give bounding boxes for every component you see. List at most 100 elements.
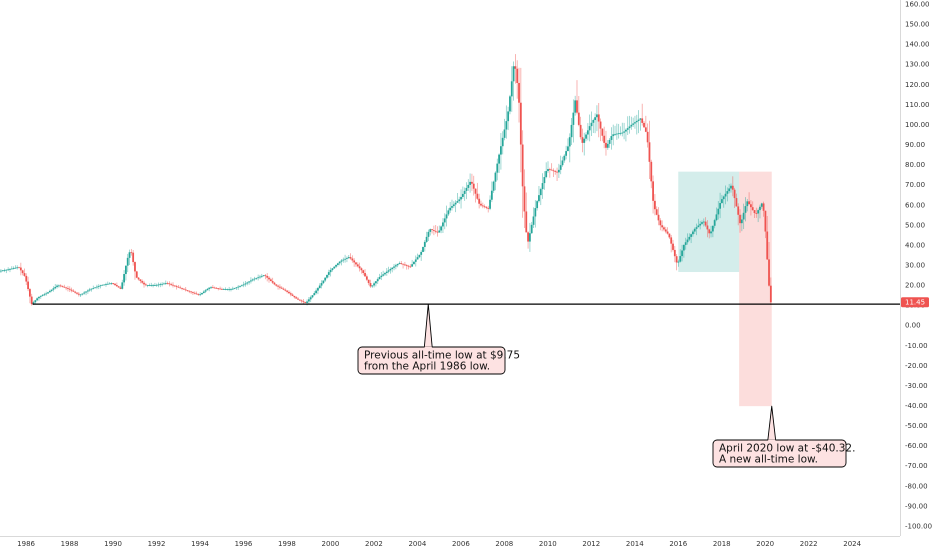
candle-body <box>509 96 511 112</box>
candle-body <box>143 282 145 285</box>
candle-body <box>137 277 140 280</box>
candle-body <box>213 287 216 289</box>
candle-body <box>476 193 479 199</box>
candle-body <box>672 243 674 250</box>
candle-body <box>768 259 770 286</box>
candle-body <box>159 284 162 285</box>
time-axis[interactable]: 1986 1988 1990 1992 1994 1996 1998 2000 2002 2004… <box>17 540 861 548</box>
candle-body <box>266 276 269 278</box>
candle-body <box>489 199 491 209</box>
candle-body <box>405 265 408 266</box>
annotation-line: Previous all-time low at $9.75 <box>364 350 520 362</box>
candle-body <box>155 284 158 286</box>
candle-body <box>507 111 510 122</box>
candle-body <box>219 288 222 290</box>
candle-body <box>552 170 555 172</box>
candle-body <box>653 200 656 210</box>
candle-body <box>512 66 515 82</box>
candle-body <box>298 299 301 301</box>
candle-body <box>639 118 642 120</box>
candle-body <box>326 274 328 278</box>
candle-body <box>172 284 174 286</box>
candle-body <box>432 230 435 231</box>
candle-body <box>494 172 497 182</box>
candle-body <box>682 244 685 251</box>
candle-body <box>748 201 750 205</box>
x-tick-label: 1998 <box>278 540 296 548</box>
candle-body <box>67 288 69 289</box>
candles-layer <box>0 54 772 306</box>
candle-body <box>309 297 312 300</box>
candle-body <box>396 263 399 266</box>
candle-body <box>677 261 680 263</box>
candle-body <box>666 231 669 234</box>
candle-body <box>478 198 481 204</box>
y-tick-label: 80.00 <box>905 161 925 169</box>
candle-body <box>331 268 334 271</box>
candle-body <box>152 285 154 286</box>
candle-body <box>88 289 91 291</box>
candle-body <box>163 283 165 285</box>
candle-body <box>394 265 397 267</box>
candle-body <box>369 283 372 287</box>
candle-body <box>28 289 31 297</box>
candle-body <box>471 181 473 184</box>
candle-body <box>525 211 528 233</box>
candle-body <box>532 216 535 225</box>
candle-body <box>545 171 548 178</box>
candle-body <box>699 223 702 226</box>
candle-body <box>592 120 595 123</box>
candle-body <box>449 207 452 211</box>
candle-body <box>77 293 80 295</box>
candle-body <box>603 135 606 143</box>
y-tick-label: -100.00 <box>905 522 932 530</box>
candle-body <box>425 236 428 242</box>
candle-body <box>9 269 11 270</box>
candle-body <box>99 285 102 287</box>
candle-body <box>215 287 218 289</box>
y-tick-label: 150.00 <box>905 21 930 29</box>
candle-body <box>458 199 461 202</box>
candle-body <box>563 155 566 161</box>
candle-body <box>740 219 743 224</box>
candle-body <box>74 291 77 293</box>
candle-body <box>123 274 125 283</box>
y-tick-label: -40.00 <box>905 402 928 410</box>
candle-body <box>733 189 736 199</box>
candle-body <box>461 193 464 197</box>
candle-body <box>271 281 274 283</box>
candle-body <box>431 229 433 231</box>
candle-body <box>324 277 327 281</box>
candle-body <box>148 285 151 286</box>
candle-body <box>755 213 758 214</box>
candle-body <box>277 285 279 287</box>
candle-body <box>286 290 289 292</box>
candle-body <box>530 224 533 234</box>
candle-body <box>724 193 727 197</box>
candle-body <box>202 291 205 293</box>
candle-body <box>315 290 318 294</box>
candle-body <box>184 289 187 291</box>
y-tick-label: -80.00 <box>905 482 928 490</box>
candle-body <box>340 260 343 262</box>
candle-body <box>402 263 404 265</box>
candle-body <box>293 295 296 298</box>
candle-body <box>161 283 164 285</box>
candle-body <box>346 257 348 259</box>
candle-body <box>679 256 682 262</box>
price-tag-box <box>901 297 929 308</box>
candle-body <box>548 169 551 170</box>
candle-body <box>130 252 133 254</box>
candle-body <box>514 66 517 69</box>
candle-body <box>547 169 549 172</box>
candle-body <box>97 286 100 287</box>
candle-body <box>422 246 424 252</box>
candle-body <box>110 283 113 284</box>
candle-body <box>356 264 359 267</box>
candle-body <box>715 214 718 221</box>
candle-body <box>423 241 426 247</box>
candle-body <box>36 298 39 301</box>
price-tag-label: 11.45 <box>905 299 925 307</box>
candle-body <box>606 143 609 148</box>
candle-body <box>1 270 4 272</box>
